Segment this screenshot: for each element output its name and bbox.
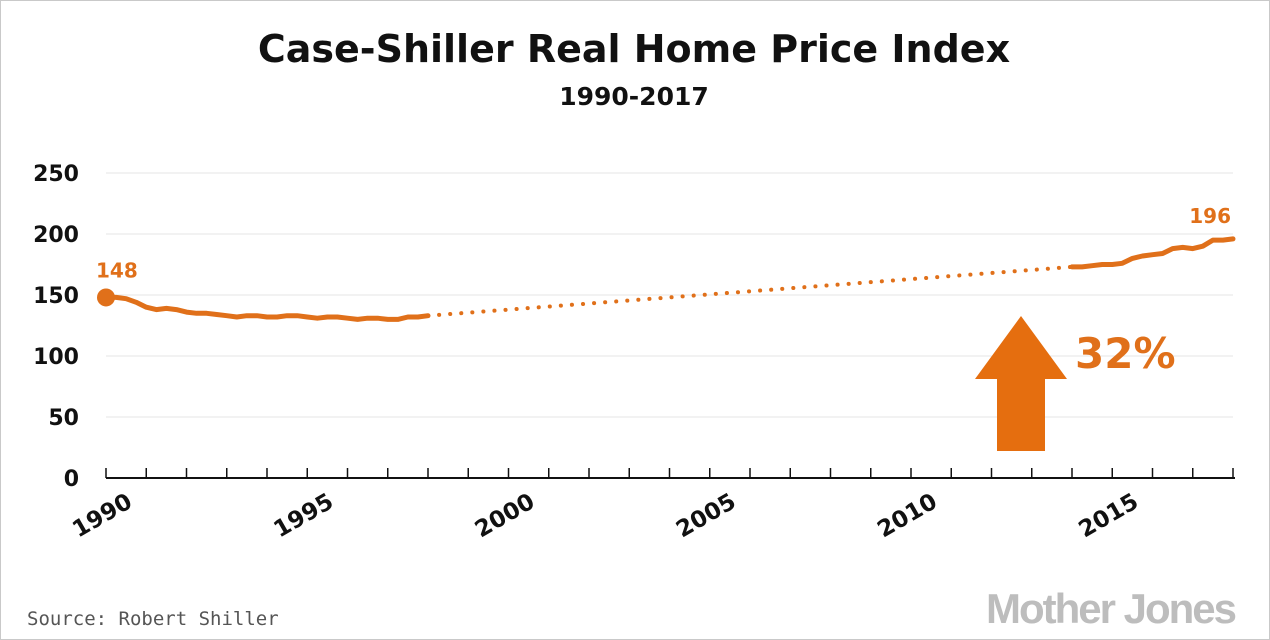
growth-percent-label: 32% <box>1075 329 1176 378</box>
series-line-2 <box>1069 236 1236 270</box>
axes: 0 50 100 150 200 250 1990 1995 2000 2005 2010 2015 <box>33 162 1235 543</box>
chart-subtitle: 1990-2017 <box>559 82 709 111</box>
source-note: Source: Robert Shiller <box>27 608 279 630</box>
x-tick-label: 2015 <box>1075 489 1143 544</box>
x-tick-label: 1995 <box>270 489 338 544</box>
start-point-marker <box>97 288 115 307</box>
y-tick-label: 150 <box>33 284 79 309</box>
x-tick-label: 2005 <box>672 489 740 544</box>
y-tick-label: 50 <box>48 406 79 431</box>
end-value-label: 196 <box>1189 204 1231 228</box>
gridlines <box>106 172 1233 418</box>
series-gap-line <box>426 264 1074 318</box>
series-line-0 <box>103 294 431 322</box>
chart-title: Case-Shiller Real Home Price Index <box>258 27 1010 71</box>
x-tick-label: 1990 <box>68 489 136 544</box>
brand-logo: Mother Jones <box>986 585 1236 632</box>
x-tick-label: 2010 <box>873 489 941 544</box>
start-value-label: 148 <box>96 258 138 282</box>
growth-arrow <box>975 316 1067 451</box>
y-tick-label: 100 <box>33 345 79 370</box>
y-tick-label: 0 <box>64 467 79 492</box>
y-tick-label: 200 <box>33 223 79 248</box>
y-tick-label: 250 <box>33 162 79 187</box>
series-group: 148 196 <box>96 204 1236 322</box>
x-tick-label: 2000 <box>471 489 539 544</box>
